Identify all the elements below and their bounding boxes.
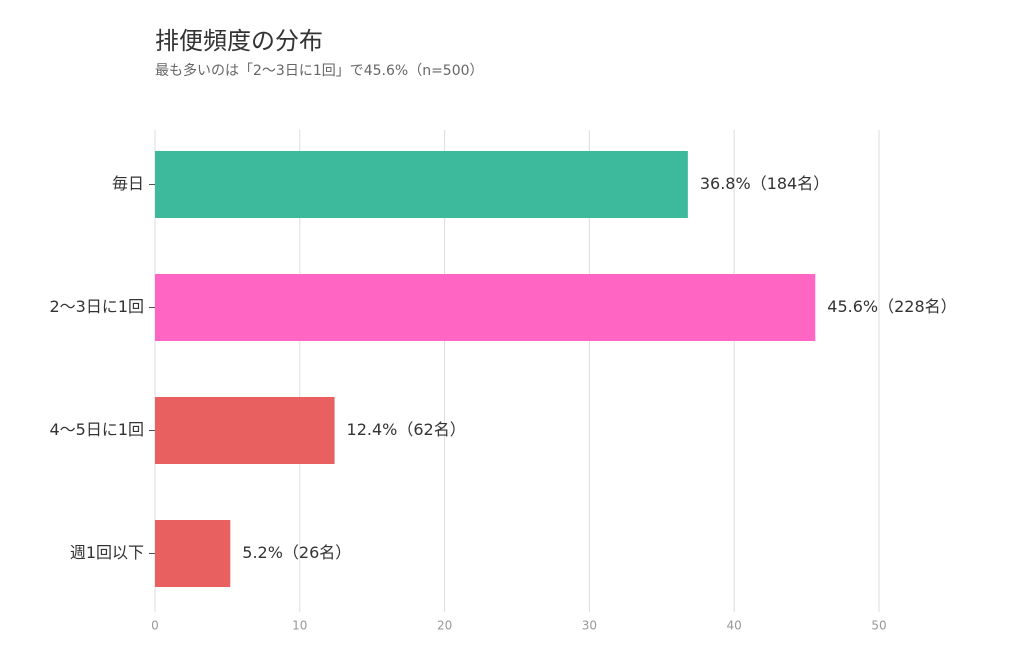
data-label: 12.4%（62名） — [347, 420, 466, 439]
y-tick-label: 毎日 — [112, 174, 144, 193]
chart-subtitle: 最も多いのは「2〜3日に1回」で45.6%（n=500） — [155, 62, 484, 79]
x-tick-label: 10 — [292, 619, 307, 633]
data-label: 45.6%（228名） — [827, 297, 956, 316]
x-tick-label: 20 — [437, 619, 452, 633]
x-tick-label: 0 — [151, 619, 159, 633]
y-tick-label: 2〜3日に1回 — [49, 297, 144, 316]
y-tick-label: 4〜5日に1回 — [49, 420, 144, 439]
bar — [155, 151, 688, 218]
chart-title: 排便頻度の分布 — [155, 27, 323, 55]
data-label: 36.8%（184名） — [700, 174, 829, 193]
x-tick-label: 40 — [727, 619, 742, 633]
x-tick-label: 50 — [871, 619, 886, 633]
x-tick-label: 30 — [582, 619, 597, 633]
bar — [155, 274, 816, 341]
data-label: 5.2%（26名） — [242, 543, 351, 562]
bar — [155, 397, 335, 464]
y-tick-label: 週1回以下 — [70, 543, 144, 562]
bar — [155, 520, 231, 587]
